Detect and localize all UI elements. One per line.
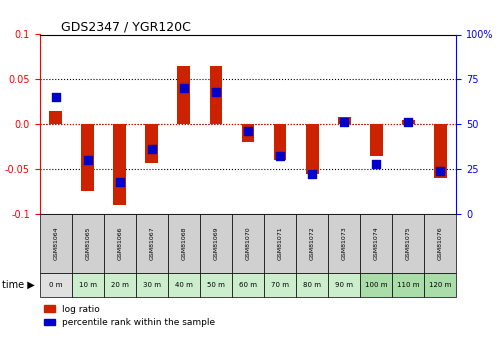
- FancyBboxPatch shape: [232, 214, 264, 273]
- Bar: [114, 124, 126, 205]
- Point: [276, 154, 284, 159]
- Bar: [338, 117, 351, 124]
- FancyBboxPatch shape: [72, 214, 104, 273]
- FancyBboxPatch shape: [296, 214, 328, 273]
- Text: GSM81067: GSM81067: [149, 226, 154, 260]
- Bar: [178, 66, 190, 124]
- Bar: [434, 124, 447, 178]
- FancyBboxPatch shape: [40, 273, 72, 297]
- Point: [84, 157, 92, 163]
- Text: 40 m: 40 m: [175, 282, 193, 288]
- FancyBboxPatch shape: [264, 273, 296, 297]
- Bar: [49, 111, 62, 124]
- FancyBboxPatch shape: [40, 214, 72, 273]
- Text: 50 m: 50 m: [207, 282, 225, 288]
- Text: GSM81074: GSM81074: [373, 226, 379, 260]
- Bar: [145, 124, 158, 163]
- Bar: [306, 124, 318, 174]
- FancyBboxPatch shape: [104, 214, 136, 273]
- Point: [148, 147, 156, 152]
- Point: [436, 168, 444, 174]
- Point: [372, 161, 380, 166]
- Text: GSM81073: GSM81073: [342, 226, 347, 260]
- Text: 120 m: 120 m: [429, 282, 451, 288]
- Bar: [274, 124, 287, 160]
- Text: GSM81076: GSM81076: [438, 226, 443, 260]
- Text: GSM81064: GSM81064: [53, 226, 58, 260]
- Text: 30 m: 30 m: [143, 282, 161, 288]
- Text: GSM81071: GSM81071: [278, 226, 283, 260]
- Text: GSM81066: GSM81066: [117, 226, 123, 260]
- Text: 110 m: 110 m: [397, 282, 420, 288]
- Text: GSM81072: GSM81072: [310, 226, 314, 260]
- Point: [404, 120, 412, 125]
- FancyBboxPatch shape: [264, 214, 296, 273]
- Text: 0 m: 0 m: [49, 282, 62, 288]
- Text: GSM81075: GSM81075: [406, 226, 411, 260]
- FancyBboxPatch shape: [424, 214, 456, 273]
- FancyBboxPatch shape: [424, 273, 456, 297]
- FancyBboxPatch shape: [200, 273, 232, 297]
- Text: GSM81068: GSM81068: [182, 226, 186, 260]
- FancyBboxPatch shape: [104, 273, 136, 297]
- FancyBboxPatch shape: [232, 273, 264, 297]
- FancyBboxPatch shape: [136, 273, 168, 297]
- FancyBboxPatch shape: [392, 273, 424, 297]
- FancyBboxPatch shape: [200, 214, 232, 273]
- Text: GSM81069: GSM81069: [213, 226, 218, 260]
- Point: [308, 172, 316, 177]
- FancyBboxPatch shape: [360, 273, 392, 297]
- FancyBboxPatch shape: [296, 273, 328, 297]
- Bar: [81, 124, 94, 191]
- Text: GDS2347 / YGR120C: GDS2347 / YGR120C: [61, 20, 190, 33]
- Bar: [242, 124, 254, 142]
- Legend: log ratio, percentile rank within the sample: log ratio, percentile rank within the sa…: [44, 305, 215, 327]
- Point: [340, 120, 348, 125]
- Bar: [402, 120, 415, 124]
- Point: [52, 95, 60, 100]
- FancyBboxPatch shape: [168, 214, 200, 273]
- FancyBboxPatch shape: [328, 214, 360, 273]
- FancyBboxPatch shape: [328, 273, 360, 297]
- FancyBboxPatch shape: [392, 214, 424, 273]
- Point: [116, 179, 124, 184]
- Text: 60 m: 60 m: [239, 282, 257, 288]
- FancyBboxPatch shape: [360, 214, 392, 273]
- Bar: [370, 124, 382, 156]
- Text: time ▶: time ▶: [2, 280, 35, 289]
- Text: 10 m: 10 m: [79, 282, 97, 288]
- Text: 100 m: 100 m: [365, 282, 387, 288]
- FancyBboxPatch shape: [168, 273, 200, 297]
- Text: 20 m: 20 m: [111, 282, 129, 288]
- Point: [180, 86, 188, 91]
- FancyBboxPatch shape: [136, 214, 168, 273]
- Text: GSM81070: GSM81070: [246, 226, 250, 260]
- Text: 90 m: 90 m: [335, 282, 353, 288]
- Bar: [209, 66, 222, 124]
- FancyBboxPatch shape: [72, 273, 104, 297]
- Text: 80 m: 80 m: [303, 282, 321, 288]
- Text: 70 m: 70 m: [271, 282, 289, 288]
- Point: [212, 89, 220, 95]
- Point: [244, 129, 252, 134]
- Text: GSM81065: GSM81065: [85, 226, 90, 260]
